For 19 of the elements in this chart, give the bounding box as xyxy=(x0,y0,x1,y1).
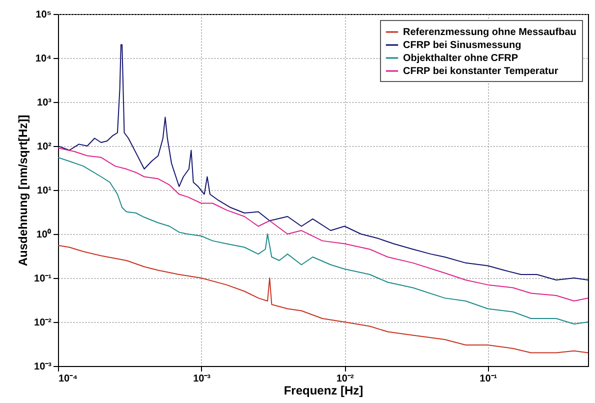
x-axis-title: Frequenz [Hz] xyxy=(284,384,364,398)
x-tick-label: 10⁻¹ xyxy=(480,374,498,384)
legend-label: Referenzmessung ohne Messaufbau xyxy=(403,27,576,38)
y-tick-label: 10² xyxy=(37,142,52,152)
legend-label: Objekthalter ohne CFRP xyxy=(403,53,518,64)
x-tick-label: 10⁻⁴ xyxy=(58,374,78,384)
legend-label: CFRP bei konstanter Temperatur xyxy=(403,66,558,77)
x-tick-label: 10⁻² xyxy=(336,374,354,384)
y-tick-label: 10¹ xyxy=(37,186,52,196)
y-tick-label: 10⁴ xyxy=(35,54,52,64)
y-tick-label: 10³ xyxy=(37,98,52,108)
y-tick-label: 10⁻³ xyxy=(34,362,52,372)
y-axis-title: Ausdehnung [nm/sqrt[Hz]] xyxy=(16,114,30,266)
y-tick-label: 10⁵ xyxy=(36,10,52,20)
x-tick-label: 10⁻³ xyxy=(193,374,212,384)
y-tick-label: 10⁻² xyxy=(34,318,52,328)
y-tick-label: 10⁻¹ xyxy=(34,274,52,284)
legend-label: CFRP bei Sinusmessung xyxy=(403,40,522,51)
y-tick-label: 10⁰ xyxy=(36,228,52,240)
